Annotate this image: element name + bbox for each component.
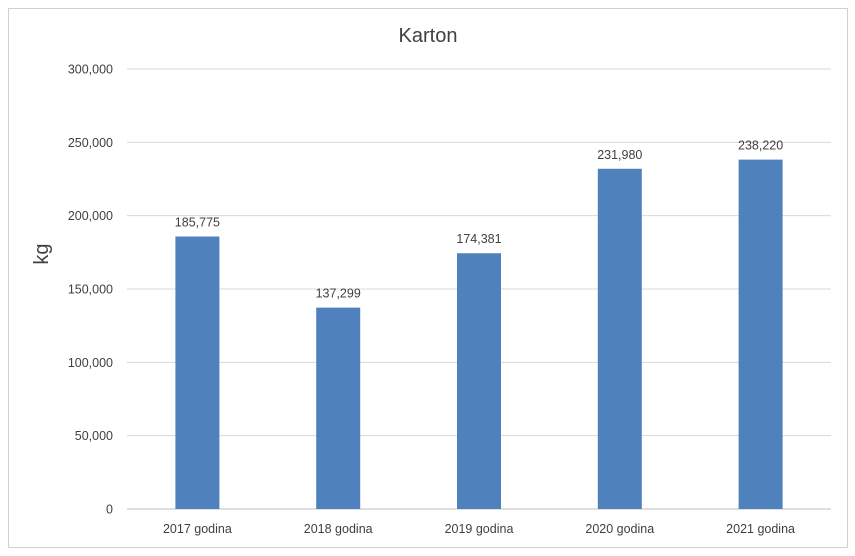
y-tick-label: 150,000 (68, 283, 113, 297)
x-tick-label: 2017 godina (163, 522, 232, 536)
y-axis-ticks: 0 50,000 100,000 150,000 200,000 250,000 300,0… (68, 63, 113, 517)
x-tick-label: 2019 godina (445, 522, 514, 536)
y-tick-label: 100,000 (68, 356, 113, 370)
x-tick-label: 2020 godina (585, 522, 654, 536)
y-axis-title: kg (31, 243, 53, 264)
y-tick-label: 0 (106, 503, 113, 517)
x-axis-ticks: 2017 godina 2018 godina 2019 godina 2020 go… (163, 522, 795, 536)
data-label: 238,220 (738, 139, 783, 153)
data-label: 231,980 (597, 148, 642, 162)
gridlines (127, 68, 831, 510)
bar (175, 236, 220, 509)
x-tick-label: 2018 godina (304, 522, 373, 536)
data-label: 174,381 (456, 232, 501, 246)
x-tick-label: 2021 godina (726, 522, 795, 536)
bar (316, 307, 361, 509)
bar (597, 168, 642, 509)
y-tick-label: 300,000 (68, 63, 113, 77)
y-tick-label: 250,000 (68, 136, 113, 150)
chart-frame (8, 8, 848, 548)
bars (175, 159, 783, 510)
data-label: 137,299 (316, 287, 361, 301)
chart-title: Karton (399, 25, 458, 47)
y-tick-label: 50,000 (75, 429, 113, 443)
data-label: 185,775 (175, 216, 220, 230)
bar (738, 159, 783, 510)
bar (457, 253, 501, 509)
y-tick-label: 200,000 (68, 209, 113, 223)
data-labels: 185,775 137,299 174,381 231,980 238,220 (175, 139, 783, 301)
